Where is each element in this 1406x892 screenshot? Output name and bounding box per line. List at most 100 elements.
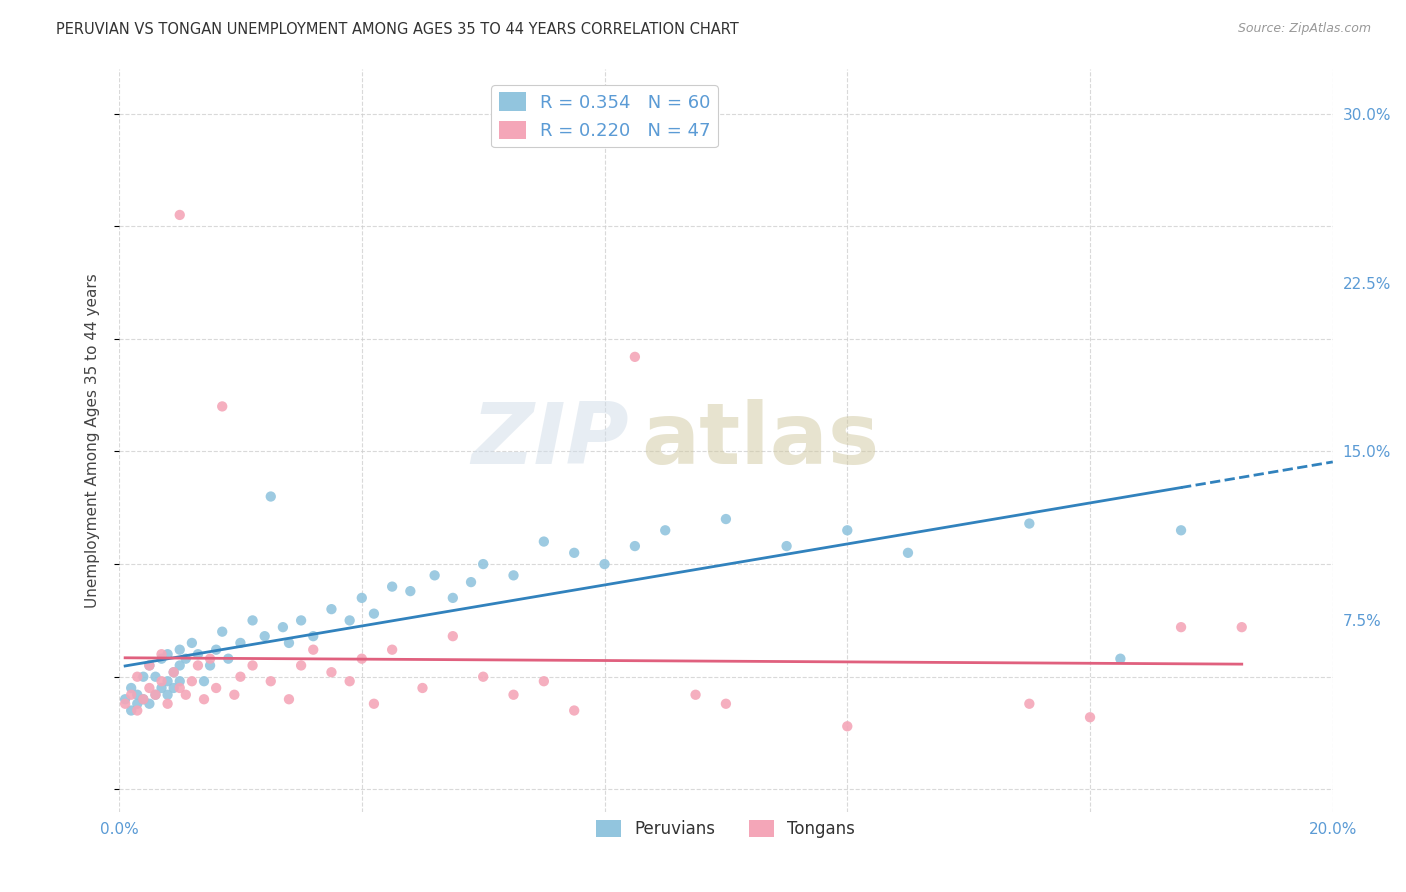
Point <box>624 350 647 364</box>
Point <box>339 614 361 628</box>
Point <box>242 658 264 673</box>
Point <box>145 688 167 702</box>
Point <box>163 681 186 695</box>
Point <box>229 670 252 684</box>
Point <box>145 670 167 684</box>
Point <box>193 692 215 706</box>
Point <box>1109 651 1132 665</box>
Point <box>156 697 179 711</box>
Point <box>302 642 325 657</box>
Point <box>1018 697 1040 711</box>
Point <box>138 697 160 711</box>
Point <box>169 658 191 673</box>
Point <box>114 697 136 711</box>
Point <box>593 557 616 571</box>
Point <box>211 400 233 414</box>
Point <box>198 658 221 673</box>
Point <box>290 614 312 628</box>
Point <box>127 697 149 711</box>
Point <box>150 651 173 665</box>
Point <box>174 651 197 665</box>
Point <box>460 575 482 590</box>
Point <box>533 534 555 549</box>
Point <box>156 674 179 689</box>
Point <box>441 591 464 605</box>
Point <box>399 584 422 599</box>
Point <box>533 674 555 689</box>
Point <box>180 636 202 650</box>
Point <box>242 614 264 628</box>
Text: atlas: atlas <box>641 399 879 482</box>
Text: Source: ZipAtlas.com: Source: ZipAtlas.com <box>1237 22 1371 36</box>
Point <box>321 665 343 680</box>
Point <box>271 620 294 634</box>
Point <box>169 208 191 222</box>
Point <box>193 674 215 689</box>
Point <box>363 607 385 621</box>
Point <box>180 674 202 689</box>
Point <box>163 665 186 680</box>
Point <box>837 719 859 733</box>
Point <box>120 688 142 702</box>
Point <box>624 539 647 553</box>
Point <box>775 539 797 553</box>
Point <box>685 688 707 702</box>
Point <box>156 688 179 702</box>
Point <box>502 688 524 702</box>
Point <box>1078 710 1101 724</box>
Point <box>205 681 228 695</box>
Point <box>138 681 160 695</box>
Text: PERUVIAN VS TONGAN UNEMPLOYMENT AMONG AGES 35 TO 44 YEARS CORRELATION CHART: PERUVIAN VS TONGAN UNEMPLOYMENT AMONG AG… <box>56 22 740 37</box>
Point <box>156 647 179 661</box>
Point <box>198 651 221 665</box>
Point <box>278 636 301 650</box>
Point <box>114 692 136 706</box>
Point <box>381 580 404 594</box>
Point <box>217 651 239 665</box>
Point <box>837 524 859 538</box>
Point <box>654 524 676 538</box>
Point <box>339 674 361 689</box>
Point <box>132 670 155 684</box>
Point <box>169 642 191 657</box>
Point <box>502 568 524 582</box>
Point <box>150 674 173 689</box>
Point <box>127 688 149 702</box>
Point <box>1018 516 1040 531</box>
Point <box>169 674 191 689</box>
Point <box>253 629 276 643</box>
Point <box>132 692 155 706</box>
Point <box>260 490 283 504</box>
Point <box>897 546 920 560</box>
Point <box>290 658 312 673</box>
Point <box>138 658 160 673</box>
Y-axis label: Unemployment Among Ages 35 to 44 years: Unemployment Among Ages 35 to 44 years <box>86 273 100 607</box>
Point <box>120 704 142 718</box>
Point <box>562 704 585 718</box>
Text: ZIP: ZIP <box>471 399 628 482</box>
Point <box>224 688 246 702</box>
Point <box>132 692 155 706</box>
Point <box>205 642 228 657</box>
Point <box>363 697 385 711</box>
Point <box>187 647 209 661</box>
Point <box>321 602 343 616</box>
Point <box>211 624 233 639</box>
Point <box>562 546 585 560</box>
Point <box>381 642 404 657</box>
Point <box>1230 620 1253 634</box>
Point <box>260 674 283 689</box>
Point <box>169 681 191 695</box>
Point <box>127 704 149 718</box>
Point <box>472 557 495 571</box>
Point <box>150 681 173 695</box>
Point <box>350 651 373 665</box>
Point <box>350 591 373 605</box>
Point <box>411 681 433 695</box>
Point <box>423 568 446 582</box>
Point <box>163 665 186 680</box>
Point <box>187 658 209 673</box>
Point <box>229 636 252 650</box>
Point <box>714 697 737 711</box>
Point <box>150 647 173 661</box>
